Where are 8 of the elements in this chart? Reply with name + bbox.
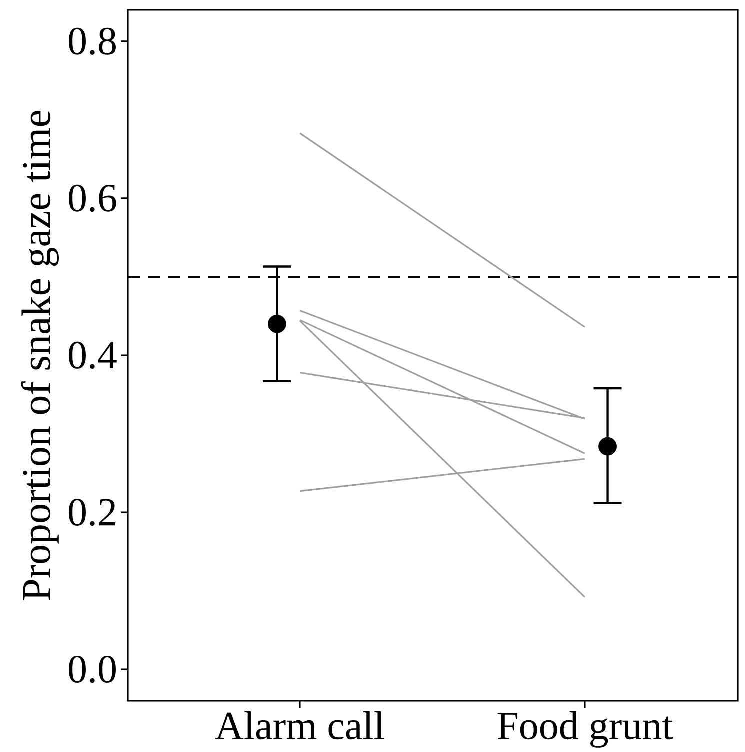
x-tick-label: Alarm call: [215, 712, 384, 740]
y-tick-label: 0.0: [69, 656, 116, 684]
y-tick-label: 0.8: [69, 28, 116, 55]
y-tick-label: 0.2: [69, 498, 116, 526]
y-tick-label: 0.6: [69, 184, 116, 212]
y-tick-label: 0.4: [69, 342, 117, 370]
x-tick-label: Food grunt: [498, 712, 674, 748]
y-axis-title: Proportion of snake gaze time: [21, 110, 60, 600]
